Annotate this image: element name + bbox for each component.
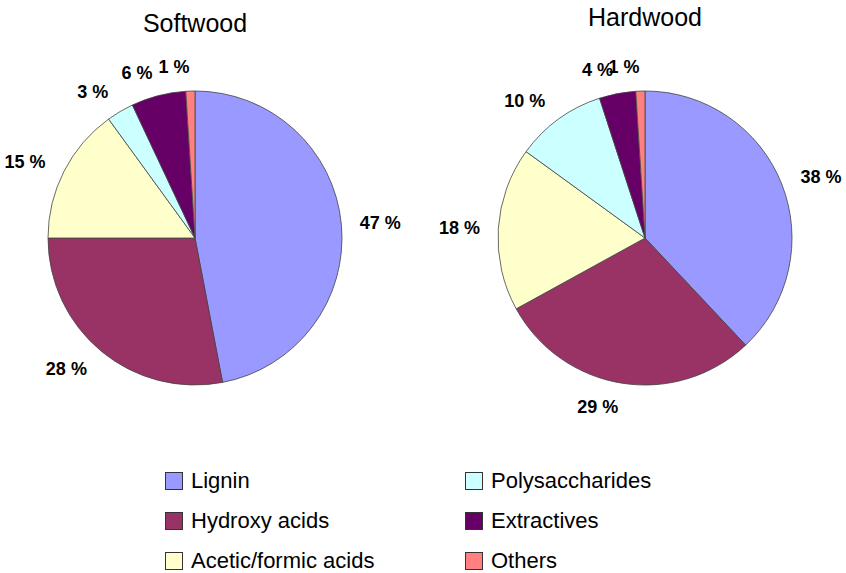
svg-text:28 %: 28 % [46, 359, 87, 379]
html-text:Extractives: Extractives [491, 508, 599, 533]
svg-text:29 %: 29 % [577, 397, 618, 417]
html-text:Acetic/formic acids: Acetic/formic acids [191, 548, 375, 573]
html-text:Hydroxy acids: Hydroxy acids [191, 508, 330, 533]
svg-text:6 %: 6 % [121, 63, 152, 83]
svg-text:Hardwood: Hardwood [588, 3, 702, 31]
svg-text:18 %: 18 % [439, 218, 480, 238]
html-text:Polysaccharides: Polysaccharides [491, 468, 652, 493]
svg-text:1 %: 1 % [159, 57, 190, 77]
html-text:Others: Others [491, 548, 557, 573]
svg-text:4 %: 4 % [581, 60, 613, 81]
svg-text:10 %: 10 % [504, 91, 545, 111]
svg-text:38 %: 38 % [800, 167, 841, 187]
svg-text:47 %: 47 % [360, 213, 401, 233]
svg-text:3 %: 3 % [77, 82, 108, 102]
svg-text:Softwood: Softwood [143, 9, 247, 37]
svg-text:15 %: 15 % [5, 152, 46, 172]
svg-text:1 %: 1 % [609, 57, 640, 77]
html-text:Lignin: Lignin [191, 468, 250, 493]
